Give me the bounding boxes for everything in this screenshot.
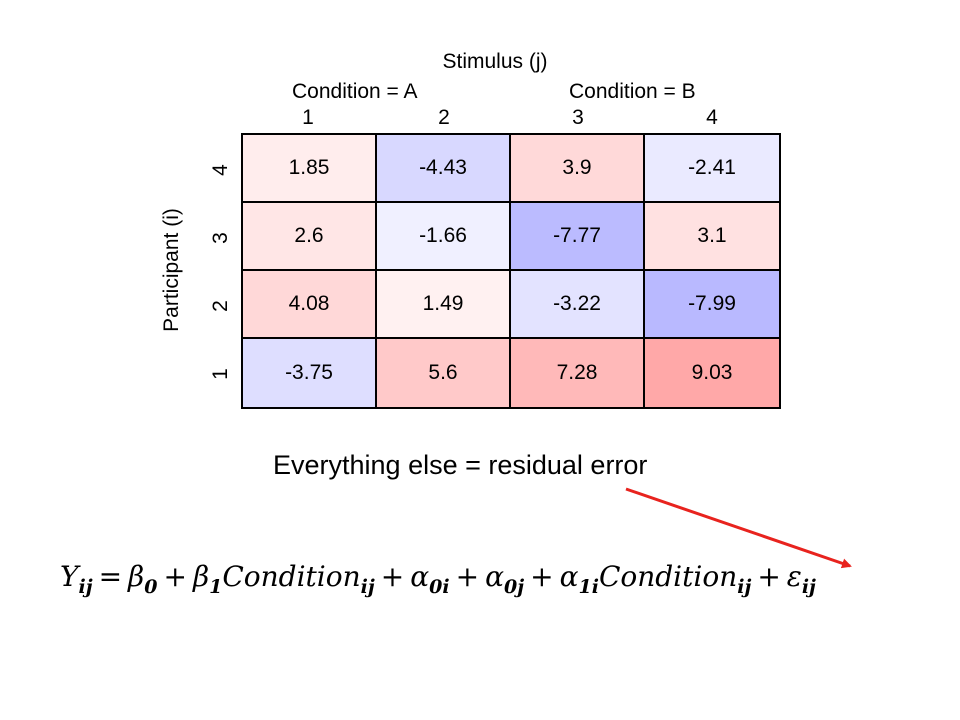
x-tick-label: 4 bbox=[706, 106, 718, 129]
equation-subscript: 0 bbox=[144, 576, 158, 598]
equation-subscript: 0i bbox=[429, 576, 450, 598]
equation-term: α0j bbox=[485, 560, 525, 598]
equation-term: β0 bbox=[128, 560, 158, 598]
heatmap-cell: 5.6 bbox=[377, 339, 511, 407]
equation-term: α1i bbox=[559, 560, 599, 598]
y-tick-label: 3 bbox=[209, 232, 232, 244]
equation-term: β1 bbox=[192, 560, 223, 598]
y-tick-label: 4 bbox=[209, 164, 232, 176]
equation-subscript: ij bbox=[801, 576, 816, 598]
equation-operator: + bbox=[530, 560, 554, 593]
y-tick-label: 1 bbox=[209, 368, 232, 380]
equation-operator: = bbox=[98, 560, 123, 593]
equation-subscript: 1 bbox=[209, 576, 223, 598]
heatmap-cell: 3.1 bbox=[645, 203, 779, 271]
equation-term: εij bbox=[786, 560, 816, 598]
heatmap-cell: 7.28 bbox=[511, 339, 645, 407]
equation-subscript: ij bbox=[737, 576, 752, 598]
heatmap-cell: -3.75 bbox=[243, 339, 377, 407]
heatmap-cell: 1.49 bbox=[377, 271, 511, 339]
heatmap-grid: 1.85 -4.43 3.9 -2.41 2.6 -1.66 -7.77 3.1 4.08 1.4… bbox=[241, 133, 781, 409]
heatmap-cell: 2.6 bbox=[243, 203, 377, 271]
heatmap-cell: -7.77 bbox=[511, 203, 645, 271]
heatmap-cell: 9.03 bbox=[645, 339, 779, 407]
equation-subscript: ij bbox=[360, 576, 375, 598]
equation-subscript: ij bbox=[78, 576, 93, 598]
equation-operator: + bbox=[455, 560, 480, 593]
heatmap-cell: 3.9 bbox=[511, 135, 645, 203]
heatmap-cell: -2.41 bbox=[645, 135, 779, 203]
equation-term: Conditionij bbox=[222, 560, 375, 598]
equation-subscript: 1i bbox=[578, 576, 599, 598]
equation-term: α0i bbox=[410, 560, 450, 598]
x-tick-label: 3 bbox=[572, 106, 584, 129]
condition-a-label: Condition = A bbox=[292, 80, 418, 103]
x-tick-label: 1 bbox=[302, 106, 314, 129]
heatmap-cell: -4.43 bbox=[377, 135, 511, 203]
equation-term: Yij bbox=[60, 560, 93, 598]
equation-operator: + bbox=[163, 560, 187, 593]
heatmap-title: Stimulus (j) bbox=[442, 50, 548, 73]
heatmap-cell: 1.85 bbox=[243, 135, 377, 203]
arrow-line bbox=[625, 487, 852, 569]
heatmap-cell: -1.66 bbox=[377, 203, 511, 271]
equation-operator: + bbox=[380, 560, 405, 593]
equation-subscript: 0j bbox=[503, 576, 525, 598]
heatmap-cell: -3.22 bbox=[511, 271, 645, 339]
equation-term: Conditionij bbox=[598, 560, 752, 598]
equation-operator: + bbox=[757, 560, 781, 593]
caption-text: Everything else = residual error bbox=[273, 450, 648, 480]
model-equation: Yij = β0 + β1Conditionij + α0i + α0j + α1iConditio… bbox=[60, 560, 920, 598]
condition-b-label: Condition = B bbox=[569, 80, 696, 103]
heatmap-cell: -7.99 bbox=[645, 271, 779, 339]
y-axis-title: Participant (i) bbox=[160, 208, 183, 332]
heatmap-cell: 4.08 bbox=[243, 271, 377, 339]
y-tick-label: 2 bbox=[209, 300, 232, 312]
x-tick-label: 2 bbox=[438, 106, 450, 129]
